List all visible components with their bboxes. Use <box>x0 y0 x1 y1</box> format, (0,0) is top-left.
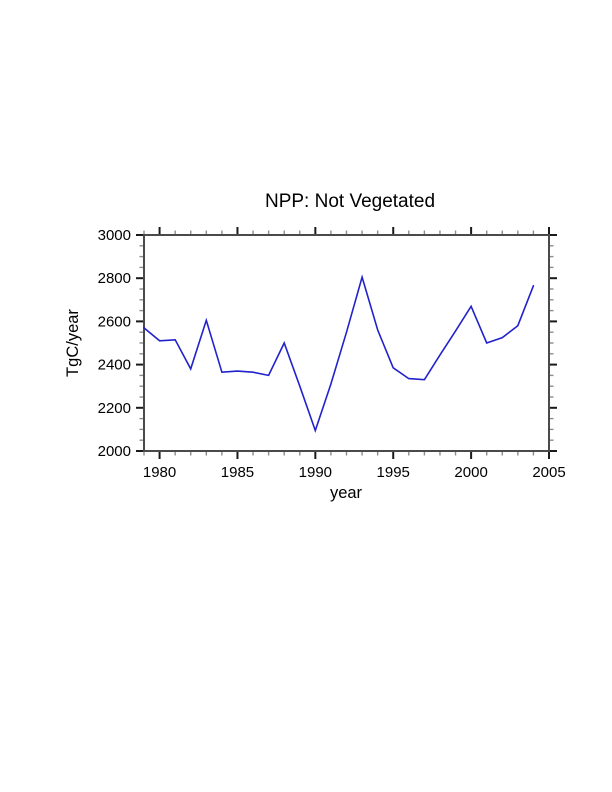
npp-line-series <box>143 274 535 433</box>
y-axis-label: TgC/year <box>64 309 82 377</box>
x-tick-label: 1980 <box>143 464 176 481</box>
x-tick-label: 2000 <box>454 464 487 481</box>
y-tick-label: 2400 <box>98 357 131 374</box>
chart-title: NPP: Not Vegetated <box>265 191 435 212</box>
x-axis-label: year <box>330 484 363 502</box>
x-tick-label: 1990 <box>299 464 332 481</box>
y-tick-label: 2800 <box>98 270 131 287</box>
x-tick-label: 2005 <box>532 464 565 481</box>
x-tick-label: 1985 <box>221 464 254 481</box>
y-tick-label: 2600 <box>98 313 131 330</box>
y-tick-label: 2000 <box>98 443 131 460</box>
y-tick-label: 2200 <box>98 400 131 417</box>
plot-area: 1980 1985 1990 1995 2000 2005 2000 2200 2400 2600… <box>98 227 566 481</box>
x-tick-label: 1995 <box>377 464 410 481</box>
y-tick-label: 3000 <box>98 227 131 244</box>
plot-frame <box>143 234 550 452</box>
